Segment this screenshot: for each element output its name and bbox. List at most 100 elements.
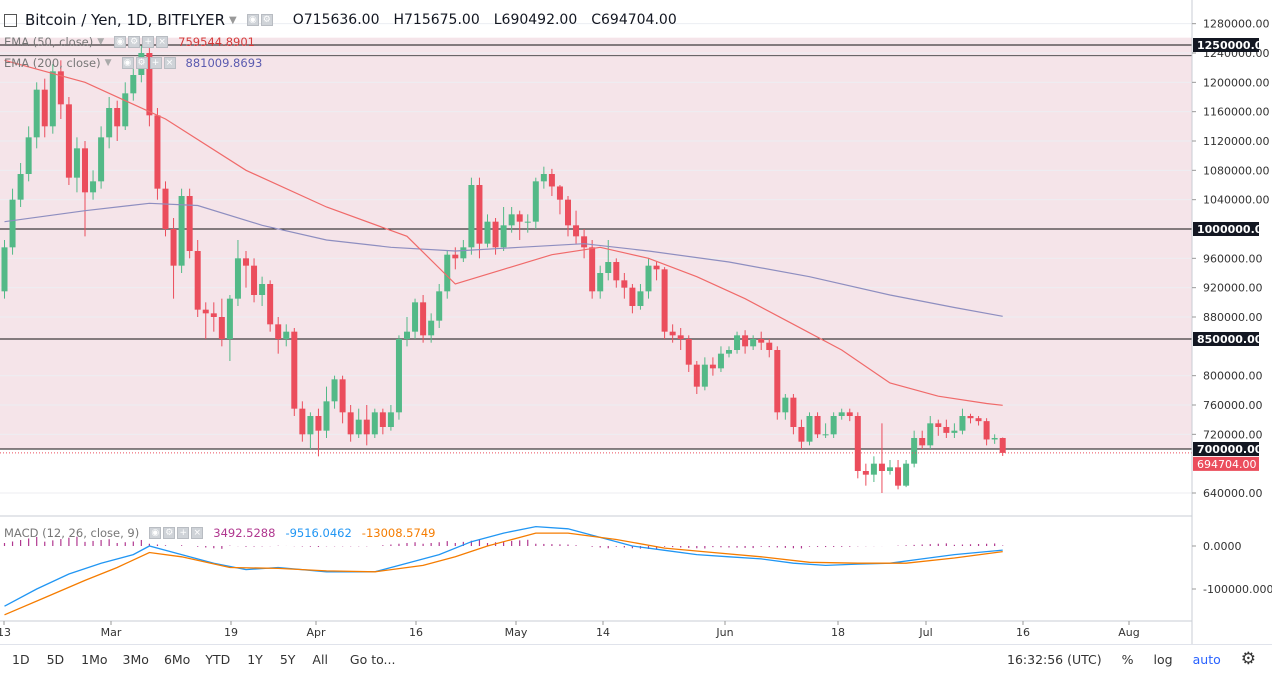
range-1y[interactable]: 1Y [247, 651, 263, 667]
ema200-label[interactable]: EMA (200, close) [4, 56, 101, 70]
eye-icon[interactable]: ◉ [246, 14, 259, 26]
candle-body [565, 199, 571, 226]
ema50-dropdown-icon[interactable]: ▼ [97, 37, 105, 47]
close-icon[interactable]: × [191, 527, 204, 539]
time-tick-label: 16 [409, 626, 423, 639]
ema50-buttons[interactable]: ◉ ⚙ + × [114, 36, 169, 48]
macd-label[interactable]: MACD (12, 26, close, 9) [4, 526, 140, 540]
horizontal-levels[interactable] [0, 44, 1192, 450]
time-tick-label: 19 [224, 626, 238, 639]
eye-icon[interactable]: ◉ [149, 527, 162, 539]
candle-body [428, 320, 435, 336]
candle-body [822, 434, 829, 436]
range-5y[interactable]: 5Y [279, 651, 296, 667]
auto-toggle[interactable]: auto [1192, 651, 1221, 667]
candle-body [556, 186, 563, 200]
settings-icon[interactable]: ⚙ [128, 36, 141, 48]
macd-legend: MACD (12, 26, close, 9) ◉ ⚙ + × 3492.5288 -… [4, 526, 435, 540]
candle-body [645, 265, 652, 292]
candle-body [605, 262, 612, 273]
clock-time[interactable]: 16:32:56 (UTC) [1007, 651, 1102, 667]
ema50-label[interactable]: EMA (50, close) [4, 35, 94, 49]
level-price-label: 1000000.00 [1197, 223, 1270, 236]
eye-icon[interactable]: ◉ [114, 36, 127, 48]
chart-canvas[interactable]: 1280000.001240000.001200000.001160000.00… [0, 0, 1272, 644]
candle-body [436, 291, 443, 321]
legend-collapse-icon[interactable] [4, 13, 17, 27]
plus-icon[interactable]: + [177, 527, 190, 539]
candle-body [854, 416, 861, 471]
range-1d[interactable]: 1D [12, 651, 30, 667]
symbol-dropdown-icon[interactable]: ▼ [229, 14, 237, 26]
candle-body [251, 265, 258, 295]
candle-body [726, 350, 732, 354]
candle-body [355, 419, 362, 435]
go-to-button[interactable]: Go to... [349, 651, 396, 667]
ema50-line [4, 59, 1003, 406]
level-price-tag[interactable] [1193, 332, 1259, 346]
candle-body [903, 463, 910, 486]
symbol-legend-buttons[interactable]: ◉ ⚙ [246, 14, 273, 26]
symbol-title[interactable]: Bitcoin / Yen, 1D, BITFLYER [25, 11, 226, 29]
candle-body [267, 284, 274, 325]
macd-tick-label: -100000.0000 [1203, 583, 1272, 596]
percent-toggle[interactable]: % [1121, 651, 1134, 667]
plus-icon[interactable]: + [149, 57, 162, 69]
price-tick-label: 1080000.00 [1203, 164, 1269, 177]
candle-body [17, 174, 24, 200]
candle-body [484, 221, 491, 244]
range-5d[interactable]: 5D [46, 651, 65, 667]
close-icon[interactable]: × [163, 57, 176, 69]
candle-body [895, 467, 902, 486]
candle-body [331, 379, 338, 402]
range-6mo[interactable]: 6Mo [163, 651, 191, 667]
price-tick-label: 760000.00 [1203, 399, 1263, 412]
price-tick-label: 1200000.00 [1203, 76, 1269, 89]
time-axis[interactable]: 13 Mar 19 Apr 16 May 14 Jun 18 Jul 16 Aug [0, 621, 1140, 639]
candle-body [452, 254, 459, 259]
time-tick-label: Mar [101, 626, 122, 639]
level-price-tag[interactable] [1193, 38, 1259, 52]
range-all[interactable]: All [312, 651, 328, 667]
price-tick-label: 800000.00 [1203, 370, 1263, 383]
ema200-dropdown-icon[interactable]: ▼ [104, 58, 112, 68]
macd-histogram [3, 536, 1004, 550]
candle-body [500, 225, 507, 248]
macd-buttons[interactable]: ◉ ⚙ + × [149, 527, 204, 539]
candle-body [33, 89, 40, 138]
level-price-tag[interactable] [1193, 222, 1259, 236]
last-price-tag[interactable] [1193, 456, 1259, 471]
candle-body [41, 89, 48, 127]
candle-body [516, 214, 523, 222]
eye-icon[interactable]: ◉ [121, 57, 134, 69]
range-1mo[interactable]: 1Mo [81, 651, 108, 667]
candle-body [870, 463, 877, 475]
settings-icon[interactable]: ⚙ [163, 527, 176, 539]
range-ytd[interactable]: YTD [205, 651, 231, 667]
settings-icon[interactable]: ⚙ [135, 57, 148, 69]
range-3mo[interactable]: 3Mo [122, 651, 149, 667]
candle-body [806, 416, 813, 442]
close-icon[interactable]: × [156, 36, 169, 48]
price-axis[interactable]: 1280000.001240000.001200000.001160000.00… [1192, 18, 1270, 500]
candle-body [581, 236, 588, 248]
candle-body [291, 331, 298, 409]
macd-hist-value: 3492.5288 [213, 526, 276, 540]
candle-body [967, 416, 974, 419]
price-tick-label: 1120000.00 [1203, 135, 1269, 148]
candle-body [444, 254, 451, 292]
plus-icon[interactable]: + [142, 36, 155, 48]
candle-body [194, 251, 201, 310]
candle-body [975, 418, 982, 422]
ema200-buttons[interactable]: ◉ ⚙ + × [121, 57, 176, 69]
candle-body [323, 401, 330, 431]
log-toggle[interactable]: log [1153, 651, 1173, 667]
candle-body [122, 93, 129, 127]
time-tick-label: Aug [1118, 626, 1139, 639]
candle-body [927, 423, 934, 446]
gear-icon[interactable]: ⚙ [1240, 649, 1256, 669]
settings-icon[interactable]: ⚙ [260, 14, 273, 26]
macd-axis[interactable]: 0.0000 -100000.0000 [1192, 540, 1272, 596]
candle-body [814, 416, 821, 435]
level-price-tag[interactable] [1193, 442, 1259, 456]
